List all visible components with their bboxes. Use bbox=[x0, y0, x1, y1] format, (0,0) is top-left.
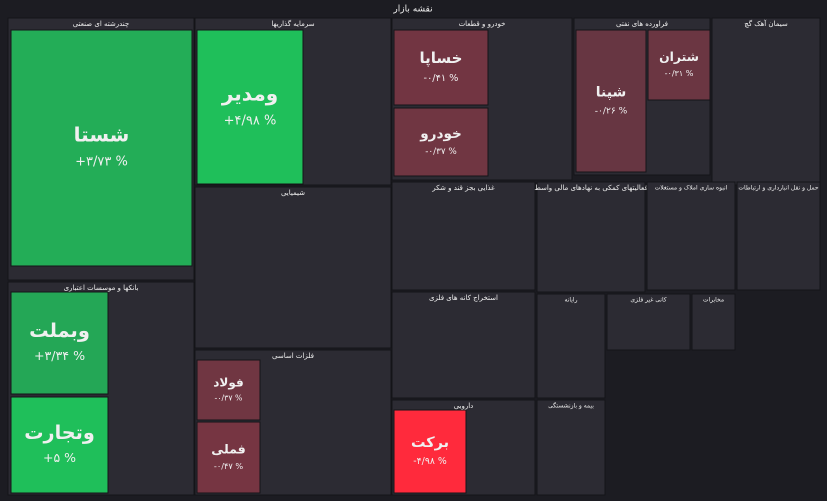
sector-label: سیمان آهک گچ bbox=[744, 19, 788, 28]
sector bbox=[691, 293, 736, 351]
tile bbox=[393, 107, 489, 177]
tile-name: فملی bbox=[211, 441, 246, 456]
sector-label: رایانه bbox=[565, 297, 578, 304]
tile bbox=[647, 29, 711, 101]
tile-value: +۴/۹۸ % bbox=[224, 114, 277, 129]
tile-name: شپنا bbox=[596, 85, 626, 101]
tile-value: -۰/۴۱ % bbox=[424, 73, 459, 84]
tile-value: -۰/۳۱ % bbox=[665, 69, 694, 78]
sector-label: استخراج کانه های فلزی bbox=[429, 294, 498, 302]
tile bbox=[10, 29, 193, 267]
tile bbox=[196, 359, 261, 421]
tile-name: وتجارت bbox=[24, 421, 95, 444]
sector-label: فعالیتهای کمکی به نهادهای مالی واسط bbox=[534, 184, 647, 192]
tile bbox=[10, 291, 109, 395]
tile-value: -۴/۹۸ % bbox=[413, 456, 447, 467]
sector-label: فلزات اساسی bbox=[272, 352, 314, 360]
sector bbox=[391, 291, 536, 399]
tile-value: -۰/۴۷ % bbox=[214, 461, 243, 471]
tile-value: -۰/۳۷ % bbox=[215, 393, 243, 402]
sector bbox=[536, 293, 606, 399]
sector-label: کانی غیر فلزی bbox=[630, 297, 666, 304]
tile-name: برکت bbox=[411, 435, 449, 451]
tile-name: خودرو bbox=[419, 126, 462, 142]
tile-name: شتران bbox=[659, 49, 699, 64]
tile bbox=[393, 29, 489, 106]
tile-value: +۳/۳۴ % bbox=[34, 348, 85, 363]
sector-label: چندرشته ای صنعتی bbox=[73, 20, 129, 28]
sector-label: مخابرات bbox=[703, 297, 724, 304]
sector bbox=[194, 186, 392, 349]
sector bbox=[736, 181, 821, 291]
tile-value: +۳/۷۳ % bbox=[75, 155, 128, 170]
sector bbox=[536, 399, 606, 496]
sector-label: فراورده های نفتی bbox=[616, 20, 668, 28]
sector-label: خودرو و قطعات bbox=[459, 20, 506, 28]
tile-value: +۵ % bbox=[43, 450, 76, 465]
chart-title: نقشه بازار bbox=[392, 5, 432, 15]
sector bbox=[391, 181, 536, 291]
tile-name: خساپا bbox=[420, 49, 463, 68]
sector-label: انبوه سازی املاک و مستغلات bbox=[655, 184, 728, 192]
tile-name: ومدیر bbox=[221, 82, 278, 106]
sector bbox=[711, 17, 821, 186]
tile-name: فولاد bbox=[213, 375, 243, 390]
sector-label: غذایی بجز قند و شکر bbox=[431, 184, 495, 192]
tile bbox=[196, 421, 261, 494]
sector-label: سرمایه گذاریها bbox=[271, 19, 314, 28]
sector bbox=[536, 181, 646, 293]
tile-name: شستا bbox=[74, 123, 130, 147]
sector-label: دارویی bbox=[454, 402, 474, 410]
tile bbox=[575, 29, 647, 173]
sector-label: بانکها و موسسات اعتباری bbox=[64, 284, 139, 292]
sector-label: حمل و نقل انبارداری و ارتباطات bbox=[738, 185, 819, 192]
sector bbox=[606, 293, 691, 351]
sector-label: بیمه و بازنشستگی bbox=[548, 402, 594, 410]
tile bbox=[393, 409, 467, 494]
tile bbox=[196, 29, 304, 185]
tile-value: -۰/۲۶ % bbox=[595, 106, 628, 116]
tile-value: -۰/۳۷ % bbox=[425, 147, 457, 157]
sector bbox=[646, 181, 736, 291]
tile-name: وبملت bbox=[29, 319, 90, 342]
sector-label: شیمیایی bbox=[281, 189, 305, 197]
tile bbox=[10, 396, 109, 494]
